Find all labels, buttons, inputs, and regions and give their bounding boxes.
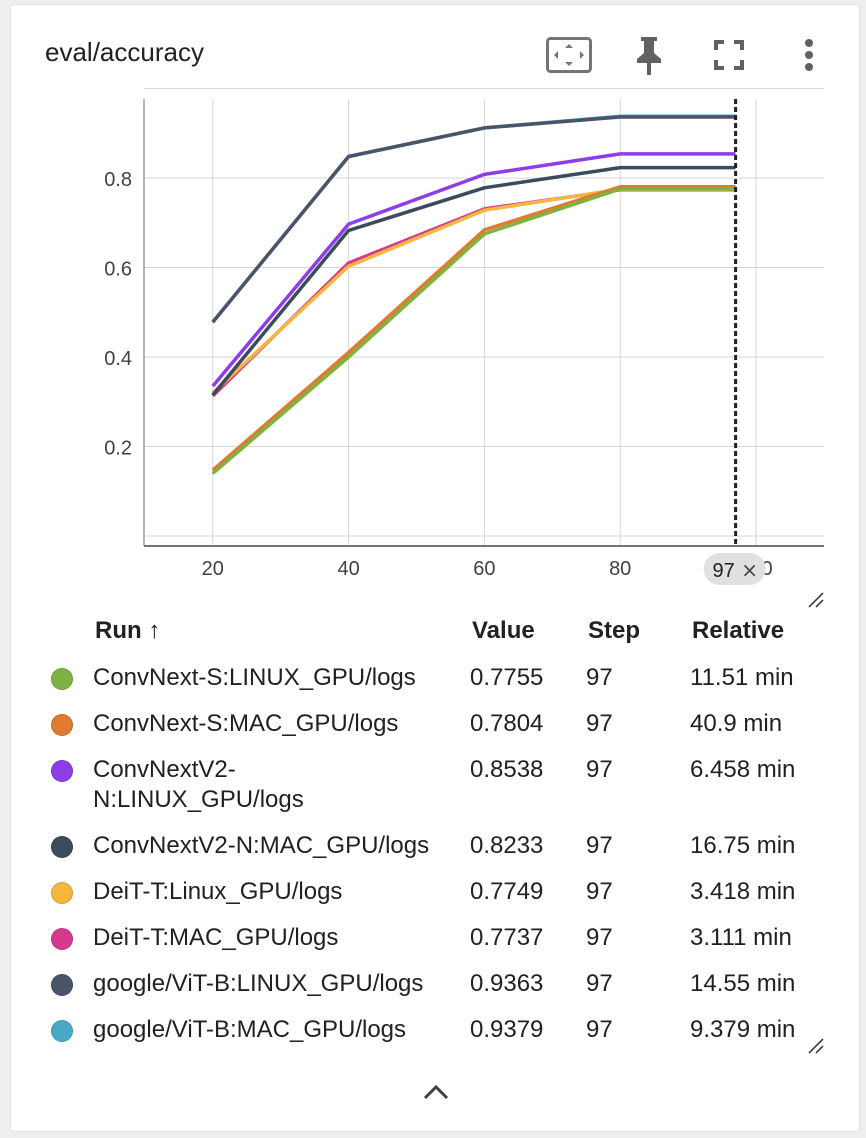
- run-name: ConvNextV2-N:MAC_GPU/logs: [93, 832, 430, 859]
- run-color-swatch: [51, 1020, 73, 1042]
- run-value: 0.9379: [470, 1016, 544, 1043]
- hover-step-badge: [703, 553, 766, 585]
- run-relative-time: 16.75 min: [690, 832, 796, 859]
- run-value: 0.8538: [470, 756, 544, 783]
- run-color-swatch: [51, 714, 73, 736]
- run-relative-time: 3.418 min: [690, 878, 796, 905]
- run-relative-time: 40.9 min: [690, 710, 783, 737]
- run-name: ConvNextV2- N:LINUX_GPU/logs: [93, 756, 304, 813]
- x-tick-label: 20: [202, 558, 224, 580]
- fit-to-domain-icon: [546, 37, 592, 73]
- run-step: 97: [586, 710, 613, 737]
- column-header-run[interactable]: Run ↑: [95, 617, 161, 644]
- run-color-swatch: [51, 836, 73, 858]
- run-step: 97: [586, 664, 613, 691]
- run-color-swatch: [51, 668, 73, 690]
- run-step: 97: [586, 832, 613, 859]
- run-value: 0.8233: [470, 832, 544, 859]
- run-value: 0.7749: [470, 878, 544, 905]
- x-tick-label: 80: [609, 558, 631, 580]
- x-tick-label: 40: [337, 558, 359, 580]
- x-tick-label: 60: [473, 558, 495, 580]
- chevron-up-icon: [423, 1084, 449, 1100]
- run-name: google/ViT-B:MAC_GPU/logs: [93, 1016, 407, 1043]
- run-color-swatch: [51, 974, 73, 996]
- y-tick-label: 0.8: [104, 169, 132, 191]
- run-step: 97: [586, 756, 613, 783]
- column-header-value[interactable]: Value: [472, 617, 535, 644]
- y-tick-label: 0.4: [104, 348, 132, 370]
- scalar-card: eval/accuracy 0.20.40.60.82040608010097×…: [10, 4, 860, 1132]
- run-step: 97: [586, 878, 613, 905]
- run-name: ConvNext-S:LINUX_GPU/logs: [93, 664, 416, 691]
- run-relative-time: 3.111 min: [690, 924, 792, 951]
- run-name: google/ViT-B:LINUX_GPU/logs: [93, 970, 424, 997]
- resize-handle-icon[interactable]: [807, 591, 825, 609]
- close-icon[interactable]: ×: [741, 558, 758, 582]
- fit-domain-button[interactable]: [545, 31, 593, 79]
- y-tick-label: 0.2: [104, 438, 132, 460]
- run-step: 97: [586, 1016, 613, 1043]
- run-value: 0.7737: [470, 924, 544, 951]
- series-line: [211, 152, 736, 388]
- series-line: [211, 185, 736, 472]
- series-line: [211, 187, 736, 475]
- run-relative-time: 6.458 min: [690, 756, 796, 783]
- run-relative-time: 11.51 min: [690, 664, 794, 691]
- pin-button[interactable]: [625, 31, 673, 79]
- fullscreen-button[interactable]: [705, 31, 753, 79]
- more-options-button[interactable]: [785, 31, 833, 79]
- series-line: [211, 165, 736, 397]
- run-relative-time: 9.379 min: [690, 1016, 796, 1043]
- run-name: DeiT-T:Linux_GPU/logs: [93, 878, 343, 905]
- hover-step-label: 97: [713, 560, 735, 582]
- card-title: eval/accuracy: [45, 37, 204, 67]
- y-tick-label: 0.6: [104, 259, 132, 281]
- more-vert-icon: [805, 39, 813, 71]
- run-name: DeiT-T:MAC_GPU/logs: [93, 924, 339, 951]
- run-value: 0.7755: [470, 664, 544, 691]
- fullscreen-icon: [714, 40, 744, 70]
- run-relative-time: 14.55 min: [690, 970, 796, 997]
- table-resize-handle-icon[interactable]: [807, 1037, 825, 1055]
- run-step: 97: [586, 924, 613, 951]
- series-line: [211, 115, 736, 324]
- run-color-swatch: [51, 928, 73, 950]
- run-name: ConvNext-S:MAC_GPU/logs: [93, 710, 399, 737]
- column-header-relative[interactable]: Relative: [692, 617, 785, 644]
- run-value: 0.9363: [470, 970, 544, 997]
- line-chart[interactable]: 0.20.40.60.82040608010097×: [11, 5, 861, 605]
- run-color-swatch: [51, 882, 73, 904]
- run-step: 97: [586, 970, 613, 997]
- column-header-step[interactable]: Step: [588, 617, 641, 644]
- run-color-swatch: [51, 760, 73, 782]
- run-value: 0.7804: [470, 710, 544, 737]
- pin-icon: [637, 37, 661, 75]
- collapse-button[interactable]: [416, 1077, 456, 1107]
